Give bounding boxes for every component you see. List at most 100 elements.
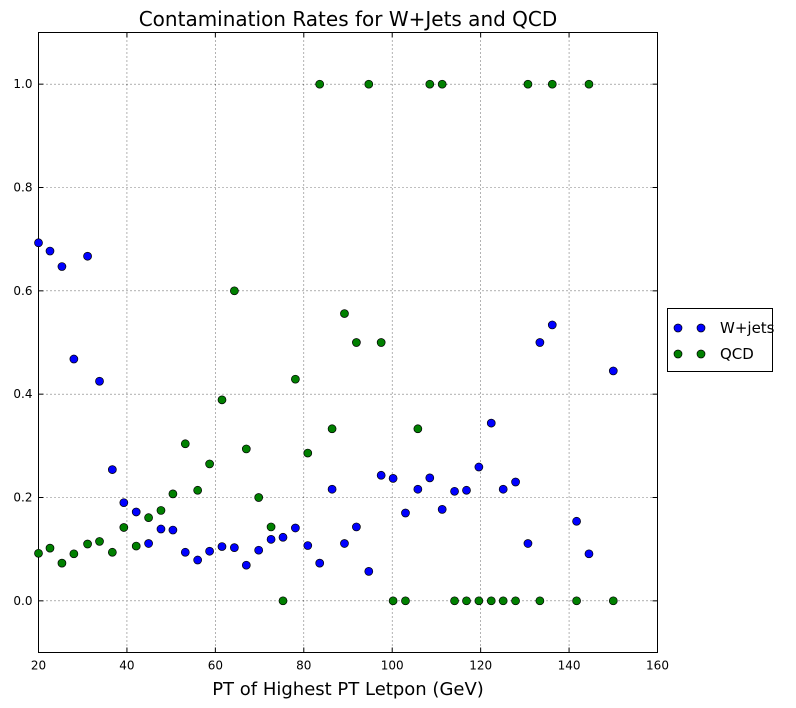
data-point [205,459,214,469]
data-point [425,473,435,483]
data-point [437,79,447,89]
data-point [535,338,545,347]
data-point [327,484,337,494]
data-point [401,508,410,518]
y-tick-label: 0.0 [13,594,32,608]
y-tick-label: 0.6 [13,284,32,298]
data-point [450,596,459,606]
data-point [376,338,386,347]
x-tick-label: 40 [119,659,134,673]
data-point [107,547,117,557]
data-point [474,596,484,606]
data-point [511,596,520,606]
data-point [45,543,55,553]
data-point [205,546,214,556]
data-point [119,523,129,532]
data-point [168,489,178,499]
data-point [69,354,79,364]
legend-marker [696,323,706,333]
data-point [498,484,508,494]
data-point [254,545,264,555]
data-point [156,524,166,534]
data-point [254,493,264,502]
x-tick-label: 60 [208,659,223,673]
data-point [352,338,361,347]
data-point [535,596,545,606]
data-point [168,525,178,535]
data-point [315,558,325,568]
data-point [437,505,447,514]
data-point [572,516,581,526]
data-point [34,238,43,248]
data-point [486,596,496,606]
legend-entry-label: QCD [720,345,754,363]
data-point [180,439,190,449]
data-point [462,485,471,495]
data-point [83,539,92,549]
data-point [278,596,288,606]
data-point [34,548,43,558]
x-tick-label: 100 [381,659,404,673]
axis-ticks: 20 40 60 80 100 120 140 160 0.0 0.2 0.4 0.6 0.8 1.0 [13,32,669,673]
data-point [107,465,117,474]
data-point [511,477,520,487]
data-point [193,555,203,565]
data-point [376,470,386,480]
data-point [57,262,67,271]
data-point [131,507,141,517]
series-w-jets [34,238,618,576]
data-points [34,79,618,606]
data-point [327,424,337,434]
y-tick-label: 0.2 [13,491,32,505]
data-point [584,549,594,559]
x-tick-label: 140 [558,659,581,673]
legend-marker [696,349,706,359]
data-point [131,541,141,551]
legend-box [667,308,773,372]
data-point [266,522,276,532]
data-point [486,418,496,428]
data-point [584,79,594,89]
data-point [388,596,398,606]
data-point [303,541,313,550]
data-point [230,286,239,296]
data-point [45,246,55,256]
data-point [450,486,459,496]
data-point [144,539,153,548]
x-tick-label: 160 [646,659,669,673]
series-qcd [34,79,618,606]
data-point [608,366,618,376]
legend-entry-label: W+jets [720,319,775,337]
data-point [608,596,618,606]
data-point [364,567,374,576]
x-tick-label: 20 [31,659,46,673]
data-point [230,543,239,552]
x-tick-label: 120 [469,659,492,673]
data-point [547,320,557,330]
data-point [315,79,325,89]
data-point [364,79,374,89]
chart-title: Contamination Rates for W+Jets and QCD [139,7,558,31]
data-point [498,596,508,606]
plot-frame [38,32,658,653]
x-tick-label: 80 [296,659,311,673]
data-point [278,532,288,542]
data-point [217,542,227,551]
legend-marker [673,349,683,359]
y-tick-label: 0.4 [13,387,32,401]
grid-lines [38,32,658,653]
x-axis-label: PT of Highest PT Letpon (GeV) [212,679,484,700]
data-point [462,596,471,606]
data-point [180,547,190,557]
data-point [193,485,203,495]
data-point [388,474,398,483]
data-point [425,79,435,89]
y-tick-label: 1.0 [13,77,32,91]
data-point [217,395,227,405]
legend: W+jets QCD [667,308,775,372]
data-point [291,523,300,533]
data-point [57,558,67,568]
data-point [241,560,251,570]
data-point [340,539,349,548]
data-point [352,522,361,532]
